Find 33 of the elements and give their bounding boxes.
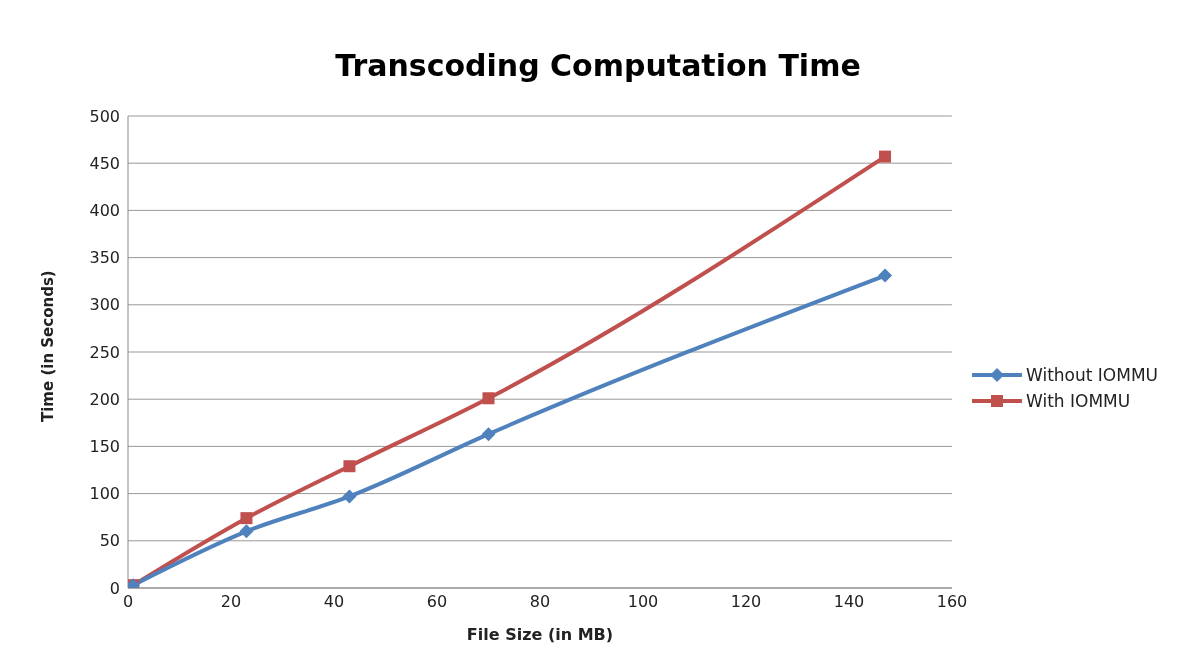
y-tick-label: 450	[89, 153, 120, 173]
x-tick-label: 160	[936, 592, 968, 612]
y-tick-label: 250	[89, 342, 120, 362]
chart-title: Transcoding Computation Time	[334, 47, 862, 85]
x-tick-label: 100	[627, 592, 659, 612]
point	[481, 427, 496, 442]
y-tick-label: 500	[89, 106, 120, 126]
legend-label: With IOMMU	[1025, 391, 1131, 411]
x-tick-label: 120	[730, 592, 762, 612]
y-tick-label: 100	[89, 484, 120, 504]
point	[879, 150, 892, 163]
x-axis-title: File Size (in MB)	[466, 625, 614, 644]
point	[240, 512, 253, 525]
y-tick-label: 300	[89, 295, 120, 315]
point	[343, 460, 356, 473]
y-tick-label: 50	[99, 531, 120, 551]
y-tick-label: 200	[89, 389, 120, 409]
legend-label: Without IOMMU	[1025, 365, 1158, 385]
x-tick-label: 40	[323, 592, 345, 612]
x-tick-label: 80	[529, 592, 551, 612]
point	[239, 524, 254, 539]
x-tick-label: 0	[122, 592, 134, 612]
x-tick-label: 20	[220, 592, 242, 612]
y-tick-label: 0	[109, 578, 120, 598]
y-axis-title: Time (in Seconds)	[39, 270, 58, 422]
x-tick-label: 140	[833, 592, 865, 612]
point	[878, 268, 893, 283]
y-tick-label: 350	[89, 248, 120, 268]
x-tick-label: 60	[426, 592, 448, 612]
point	[482, 392, 495, 405]
y-tick-label: 400	[89, 201, 120, 221]
y-tick-label: 150	[89, 437, 120, 457]
point	[342, 489, 357, 504]
